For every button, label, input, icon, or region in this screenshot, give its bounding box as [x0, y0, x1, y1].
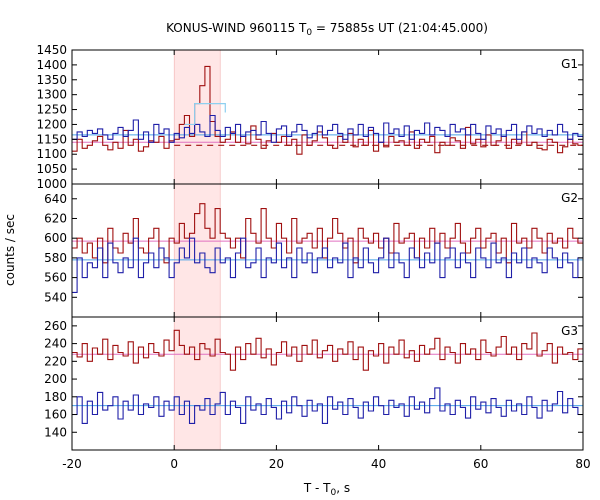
y-tick-label: 1050: [36, 162, 67, 176]
x-tick-label: -20: [62, 457, 82, 471]
burst-interval-highlight: [173, 183, 221, 318]
y-tick-label: 260: [44, 319, 67, 333]
y-tick-label: 1100: [36, 147, 67, 161]
x-tick-label: 40: [371, 457, 386, 471]
panels-group: 1000105011001150120012501300135014001450…: [36, 43, 584, 451]
chart-title: KONUS-WIND 960115 T0 = 75885s UT (21:04:…: [166, 21, 488, 38]
y-tick-label: 1450: [36, 43, 67, 57]
series-red-step-line: [72, 329, 583, 371]
series-blue-step-line: [72, 114, 583, 143]
y-tick-label: 1000: [36, 177, 67, 191]
panel-frame: [71, 49, 584, 185]
burst-interval-highlight: [173, 49, 221, 185]
series-red-step-line: [72, 65, 583, 155]
y-tick-label: 160: [44, 408, 67, 422]
x-tick-label: 80: [575, 457, 590, 471]
y-tick-label: 1300: [36, 88, 67, 102]
y-tick-label: 1200: [36, 117, 67, 131]
series-blue-step-line: [72, 387, 583, 424]
y-tick-label: 200: [44, 372, 67, 386]
y-tick-label: 1150: [36, 132, 67, 146]
panel-frame: [71, 316, 584, 451]
x-axis-title: T - T0, s: [303, 481, 350, 498]
y-tick-label: 180: [44, 390, 67, 404]
peak-fit-line: [184, 103, 226, 126]
panel-g1: 1000105011001150120012501300135014001450…: [36, 43, 584, 191]
y-tick-label: 620: [44, 211, 67, 225]
y-tick-label: 1400: [36, 58, 67, 72]
x-tick-label: 60: [473, 457, 488, 471]
y-tick-label: 560: [44, 271, 67, 285]
series-blue-step-line: [72, 237, 583, 293]
x-axis: -20 0 20 40 60 80: [62, 457, 590, 471]
panel-g2: 540 560 580 600 620 640 G2: [44, 183, 584, 318]
y-tick-label: 220: [44, 354, 67, 368]
y-tick-label: 640: [44, 192, 67, 206]
panel-label: G1: [561, 57, 578, 71]
y-tick-label: 540: [44, 290, 67, 304]
x-tick-label: 20: [269, 457, 284, 471]
burst-interval-highlight: [173, 316, 221, 451]
y-tick-label: 1250: [36, 103, 67, 117]
y-tick-label: 600: [44, 231, 67, 245]
y-axis-title: counts / sec: [3, 214, 17, 286]
panel-label: G3: [561, 324, 578, 338]
y-tick-label: 140: [44, 425, 67, 439]
panel-g3: 140 160 180 200 220 240 260 G3: [44, 316, 584, 451]
y-tick-label: 580: [44, 251, 67, 265]
y-tick-label: 240: [44, 337, 67, 351]
y-tick-label: 1350: [36, 73, 67, 87]
panel-label: G2: [561, 191, 578, 205]
x-tick-label: 0: [170, 457, 178, 471]
